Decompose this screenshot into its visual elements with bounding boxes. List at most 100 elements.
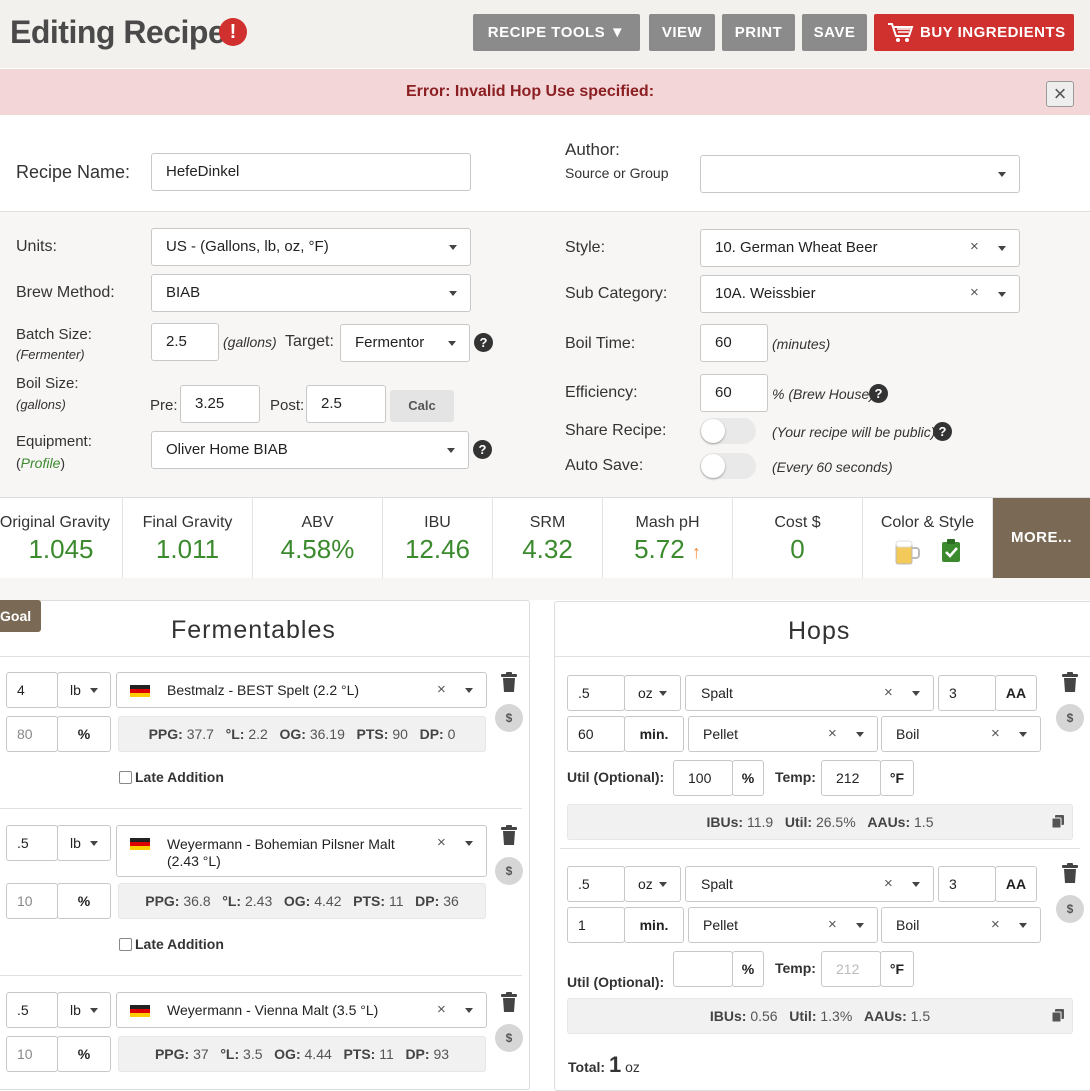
hop-info: IBUs: 0.56 Util: 1.3% AAUs: 1.5 bbox=[567, 998, 1073, 1034]
hop-use-select[interactable]: Boil bbox=[881, 716, 1041, 752]
checkbox-icon bbox=[119, 771, 132, 784]
hop-form-select[interactable]: Pellet bbox=[688, 716, 878, 752]
clear-grain-icon[interactable]: × bbox=[437, 834, 446, 851]
hop-unit-select[interactable]: oz bbox=[624, 675, 681, 711]
cost-button[interactable]: $ bbox=[1056, 704, 1084, 732]
brew-method-select[interactable]: BIAB bbox=[151, 274, 471, 312]
fermentable-amount-input[interactable]: .5 bbox=[6, 825, 58, 861]
stat-value: 1.011 bbox=[155, 534, 220, 564]
trash-icon[interactable] bbox=[1061, 863, 1079, 883]
trash-icon[interactable] bbox=[500, 825, 518, 845]
hop-use-select[interactable]: Boil bbox=[881, 907, 1041, 943]
batch-size-input[interactable]: 2.5 bbox=[151, 323, 219, 361]
hop-time-input[interactable]: 60 bbox=[567, 716, 625, 752]
buy-ingredients-button[interactable]: BUY INGREDIENTS bbox=[874, 14, 1074, 51]
fermentable-percent-input[interactable]: 10 bbox=[6, 883, 58, 919]
fermentable-percent-input[interactable]: 10 bbox=[6, 1036, 58, 1072]
save-button[interactable]: SAVE bbox=[802, 14, 867, 51]
fermentable-unit-select[interactable]: lb bbox=[57, 672, 111, 708]
help-icon[interactable]: ? bbox=[473, 440, 492, 459]
fermentable-unit-select[interactable]: lb bbox=[57, 992, 111, 1028]
cost-button[interactable]: $ bbox=[495, 857, 523, 885]
equipment-profile-link[interactable]: Profile bbox=[20, 455, 61, 471]
hop-variety-select[interactable]: Spalt bbox=[685, 675, 934, 711]
cost-button[interactable]: $ bbox=[495, 704, 523, 732]
hop-util-input[interactable] bbox=[673, 951, 733, 987]
trash-icon[interactable] bbox=[500, 992, 518, 1012]
hop-variety-select[interactable]: Spalt bbox=[685, 866, 934, 902]
hops-title: Hops bbox=[788, 617, 851, 645]
post-boil-input[interactable]: 2.5 bbox=[306, 385, 386, 423]
units-select[interactable]: US - (Gallons, lb, oz, °F) bbox=[151, 228, 471, 266]
efficiency-input[interactable]: 60 bbox=[700, 374, 768, 412]
fermentable-percent-input[interactable]: 80 bbox=[6, 716, 58, 752]
clear-style-icon[interactable]: × bbox=[970, 238, 979, 255]
cost-button[interactable]: $ bbox=[495, 1024, 523, 1052]
divider bbox=[0, 656, 530, 657]
clear-grain-icon[interactable]: × bbox=[437, 1001, 446, 1018]
print-button[interactable]: PRINT bbox=[722, 14, 795, 51]
late-addition-checkbox[interactable]: Late Addition bbox=[119, 769, 224, 785]
copy-icon[interactable] bbox=[1052, 815, 1064, 828]
help-icon[interactable]: ? bbox=[869, 384, 888, 403]
copy-icon[interactable] bbox=[1052, 1009, 1064, 1022]
chevron-down-icon bbox=[90, 841, 98, 846]
fermentable-amount-input[interactable]: 4 bbox=[6, 672, 58, 708]
hop-unit-select[interactable]: oz bbox=[624, 866, 681, 902]
clear-hop-icon[interactable]: × bbox=[884, 875, 893, 892]
hop-temp-input[interactable]: 212 bbox=[821, 951, 881, 987]
cost-button[interactable]: $ bbox=[1056, 895, 1084, 923]
hop-form-select[interactable]: Pellet bbox=[688, 907, 878, 943]
stat-srm: SRM 4.32 bbox=[493, 498, 603, 578]
pre-boil-input[interactable]: 3.25 bbox=[180, 385, 260, 423]
fermentables-title: Fermentables bbox=[171, 616, 336, 644]
aa-unit-label: AA bbox=[995, 866, 1037, 902]
fermentable-unit-select[interactable]: lb bbox=[57, 825, 111, 861]
hop-amount-input[interactable]: .5 bbox=[567, 866, 625, 902]
calc-button[interactable]: Calc bbox=[390, 390, 454, 422]
clear-form-icon[interactable]: × bbox=[828, 725, 837, 742]
share-recipe-label: Share Recipe: bbox=[565, 422, 667, 439]
chevron-down-icon bbox=[998, 292, 1006, 297]
pre-label: Pre: bbox=[150, 397, 178, 414]
hop-aa-input[interactable]: 3 bbox=[938, 675, 996, 711]
style-select[interactable]: 10. German Wheat Beer bbox=[700, 229, 1020, 267]
help-icon[interactable]: ? bbox=[933, 422, 952, 441]
util-optional-label: Util (Optional): bbox=[567, 974, 665, 990]
hop-util-input[interactable]: 100 bbox=[673, 760, 733, 796]
late-addition-checkbox[interactable]: Late Addition bbox=[119, 936, 224, 952]
hop-temp-input[interactable]: 212 bbox=[821, 760, 881, 796]
fermentable-grain-select[interactable]: Weyermann - Bohemian Pilsner Malt (2.43 … bbox=[116, 825, 487, 877]
clear-grain-icon[interactable]: × bbox=[437, 681, 446, 698]
equipment-select[interactable]: Oliver Home BIAB bbox=[151, 431, 469, 469]
clear-hop-icon[interactable]: × bbox=[884, 684, 893, 701]
view-button[interactable]: VIEW bbox=[649, 14, 715, 51]
fermentable-grain-select[interactable]: Weyermann - Vienna Malt (3.5 °L) bbox=[116, 992, 487, 1028]
close-error-button[interactable]: × bbox=[1046, 81, 1074, 107]
fermentable-amount-input[interactable]: .5 bbox=[6, 992, 58, 1028]
trash-icon[interactable] bbox=[500, 672, 518, 692]
help-icon[interactable]: ? bbox=[474, 333, 493, 352]
recipe-name-input[interactable]: HefeDinkel bbox=[151, 153, 471, 191]
goal-tab[interactable]: Goal bbox=[0, 600, 41, 632]
hop-aa-input[interactable]: 3 bbox=[938, 866, 996, 902]
boil-time-input[interactable]: 60 bbox=[700, 324, 768, 362]
clear-use-icon[interactable]: × bbox=[991, 725, 1000, 742]
clear-sub-category-icon[interactable]: × bbox=[970, 284, 979, 301]
percent-unit-label: % bbox=[57, 716, 111, 752]
hop-amount-input[interactable]: .5 bbox=[567, 675, 625, 711]
clear-use-icon[interactable]: × bbox=[991, 916, 1000, 933]
trash-icon[interactable] bbox=[1061, 672, 1079, 692]
auto-save-toggle[interactable] bbox=[700, 453, 756, 479]
post-label: Post: bbox=[270, 397, 305, 414]
author-select[interactable] bbox=[700, 155, 1020, 193]
hop-time-input[interactable]: 1 bbox=[567, 907, 625, 943]
checkbox-icon bbox=[119, 938, 132, 951]
share-recipe-toggle[interactable] bbox=[700, 418, 756, 444]
fermentable-grain-select[interactable]: Bestmalz - BEST Spelt (2.2 °L) bbox=[116, 672, 487, 708]
recipe-tools-button[interactable]: RECIPE TOOLS ▼ bbox=[473, 14, 640, 51]
chevron-down-icon bbox=[998, 172, 1006, 177]
sub-category-select[interactable]: 10A. Weissbier bbox=[700, 275, 1020, 313]
clear-form-icon[interactable]: × bbox=[828, 916, 837, 933]
more-button[interactable]: MORE... bbox=[993, 498, 1090, 578]
